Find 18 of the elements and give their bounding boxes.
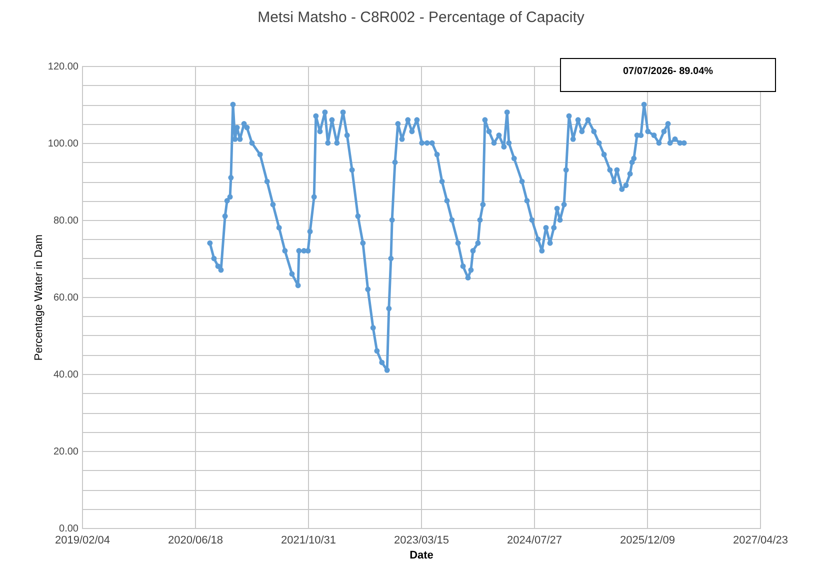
x-tick-label: 2021/10/31	[280, 534, 336, 546]
x-tick-label: 2020/06/18	[168, 534, 224, 546]
x-tick-label: 2025/12/09	[620, 534, 676, 546]
y-tick-label: 20.00	[53, 446, 79, 458]
x-tick-label: 2023/03/15	[394, 534, 450, 546]
y-tick-label: 40.00	[53, 370, 79, 380]
x-axis-title: Date	[410, 550, 434, 562]
y-tick-label: 0.00	[59, 524, 79, 534]
y-tick-label: 120.00	[48, 62, 79, 72]
note-box: 07/07/2026- 89.04%	[560, 58, 776, 92]
y-tick-label: 60.00	[53, 292, 79, 304]
x-tick-label: 2027/04/23	[732, 534, 788, 546]
x-tick-label: 2024/07/27	[506, 534, 562, 546]
y-axis-title: Percentage Water in Dam	[32, 234, 45, 361]
y-tick-label: 80.00	[53, 216, 79, 226]
x-tick-label: 2019/02/04	[54, 534, 110, 546]
y-tick-label: 100.00	[48, 138, 79, 150]
chart-title: Metsi Matsho - C8R002 - Percentage of Capacity	[258, 9, 585, 26]
